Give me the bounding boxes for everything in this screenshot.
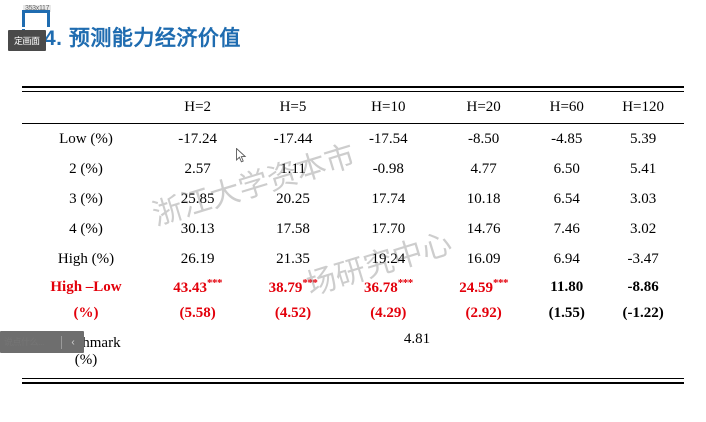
cell-hml-h10: 36.78*** xyxy=(341,274,436,300)
cell-4-h120: 3.02 xyxy=(629,220,657,237)
table-header-row: H=2 H=5 H=10 H=20 H=60 H=120 xyxy=(22,92,684,124)
cell-hml-h60: 11.80 xyxy=(550,278,584,295)
tstat-h2: (5.58) xyxy=(179,304,216,321)
hml-value-h10: 36.78 xyxy=(363,280,398,296)
tstat-h20: (2.92) xyxy=(465,304,502,321)
capture-size-label: 353x117 xyxy=(23,5,52,12)
significance-stars-h10: *** xyxy=(397,277,414,289)
column-header-h2: H=2 xyxy=(184,99,212,115)
cell-3-h60: 6.54 xyxy=(553,190,580,207)
table-row-high-minus-low-estimates: High –Low 43.43*** 38.79*** 36.78*** 24.… xyxy=(22,274,684,300)
significance-stars-h5: *** xyxy=(302,277,318,289)
table-row: 2 (%) 2.57 1.11 -0.98 4.77 6.50 5.41 xyxy=(22,154,684,184)
row-label-high: High (%) xyxy=(57,250,115,267)
cell-high-h5: 21.35 xyxy=(276,250,310,267)
table-top-rule xyxy=(22,87,684,92)
cell-3-h5: 20.25 xyxy=(276,190,310,207)
cell-4-h60: 7.46 xyxy=(553,220,580,237)
cell-low-h20: -8.50 xyxy=(468,130,500,147)
cell-low-h120: 5.39 xyxy=(629,130,657,147)
cell-2-h2: 2.57 xyxy=(184,160,211,177)
cell-3-h10: 17.74 xyxy=(371,190,406,207)
cell-4-h20: 14.76 xyxy=(466,220,501,237)
cell-low-h5: -17.44 xyxy=(273,130,313,147)
cell-high-h2: 26.19 xyxy=(180,250,215,267)
column-header-h10: H=10 xyxy=(371,99,406,115)
table-row: High (%) 26.19 21.35 19.24 16.09 6.94 -3… xyxy=(22,244,684,274)
chat-send-icon[interactable]: ‹ xyxy=(71,336,75,348)
cell-hml-h5: 38.79*** xyxy=(245,274,340,300)
cell-benchmark-value: 4.81 xyxy=(403,330,431,347)
cell-high-h120: -3.47 xyxy=(627,250,659,267)
results-table-container: H=2 H=5 H=10 H=20 H=60 H=120 Low (%) -17… xyxy=(22,86,684,384)
cell-low-h60: -4.85 xyxy=(551,130,583,147)
crop-handle-top-left[interactable] xyxy=(22,10,39,27)
row-label-low: Low (%) xyxy=(59,130,113,147)
table-row: Low (%) -17.24 -17.44 -17.54 -8.50 -4.85… xyxy=(22,124,684,155)
cell-4-h2: 30.13 xyxy=(180,220,215,237)
chat-message-input[interactable] xyxy=(0,337,61,347)
cell-high-h60: 6.94 xyxy=(553,250,580,267)
cell-2-h10: -0.98 xyxy=(372,160,404,177)
cell-hml-h120: -8.86 xyxy=(627,278,659,295)
column-header-h5: H=5 xyxy=(279,99,307,115)
hml-value-h5: 38.79 xyxy=(268,280,303,296)
cell-low-h2: -17.24 xyxy=(178,130,218,147)
row-label-4: 4 (%) xyxy=(69,220,103,237)
cell-high-h20: 16.09 xyxy=(466,250,501,267)
benchmark-label-line2: (%) xyxy=(74,352,98,368)
row-label-high-minus-low-unit: (%) xyxy=(73,304,99,321)
row-label-high-minus-low: High –Low xyxy=(50,278,122,295)
hml-value-h2: 43.43 xyxy=(173,280,208,296)
chat-input-bar[interactable]: ‹ xyxy=(0,331,84,353)
row-label-3: 3 (%) xyxy=(69,190,103,207)
table-row: 3 (%) 25.85 20.25 17.74 10.18 6.54 3.03 xyxy=(22,184,684,214)
table-row-high-minus-low-tstats: (%) (5.58) (4.52) (4.29) (2.92) (1.55) (… xyxy=(22,300,684,326)
cell-2-h5: 1.11 xyxy=(280,160,306,177)
page-title: 4. 预测能力经济价值 xyxy=(44,27,241,50)
cell-4-h10: 17.70 xyxy=(371,220,406,237)
hml-value-h20: 24.59 xyxy=(459,280,494,296)
cell-hml-h20: 24.59*** xyxy=(436,274,531,300)
tstat-h120: (-1.22) xyxy=(622,304,664,321)
cell-2-h120: 5.41 xyxy=(629,160,657,177)
row-label-2: 2 (%) xyxy=(69,160,103,177)
table-row: 4 (%) 30.13 17.58 17.70 14.76 7.46 3.02 xyxy=(22,214,684,244)
cell-3-h20: 10.18 xyxy=(466,190,501,207)
table-header-rule xyxy=(22,123,684,124)
cell-2-h20: 4.77 xyxy=(470,160,497,177)
table-bottom-rule xyxy=(22,378,684,384)
column-header-h20: H=20 xyxy=(466,99,501,115)
cell-4-h5: 17.58 xyxy=(276,220,310,237)
table-row-benchmark: Benchmark (%) 4.81 xyxy=(22,326,684,369)
significance-stars-h20: *** xyxy=(493,277,509,289)
significance-stars-h2: *** xyxy=(207,277,223,289)
cell-3-h120: 3.03 xyxy=(629,190,657,207)
crop-handle-top-right[interactable] xyxy=(33,10,50,27)
column-header-h120: H=120 xyxy=(622,99,664,115)
cell-3-h2: 25.85 xyxy=(180,190,215,207)
cell-2-h60: 6.50 xyxy=(553,160,580,177)
column-header-h60: H=60 xyxy=(549,99,584,115)
chat-divider xyxy=(61,335,62,349)
tstat-h5: (4.52) xyxy=(274,304,312,321)
results-table: H=2 H=5 H=10 H=20 H=60 H=120 Low (%) -17… xyxy=(22,86,684,384)
tstat-h10: (4.29) xyxy=(370,304,407,321)
row-header-blank xyxy=(22,92,150,124)
capture-tooltip: 定画面 xyxy=(8,30,46,51)
cell-hml-h2: 43.43*** xyxy=(150,274,245,300)
cell-high-h10: 19.24 xyxy=(371,250,406,267)
tstat-h60: (1.55) xyxy=(548,304,585,321)
cell-low-h10: -17.54 xyxy=(368,130,408,147)
